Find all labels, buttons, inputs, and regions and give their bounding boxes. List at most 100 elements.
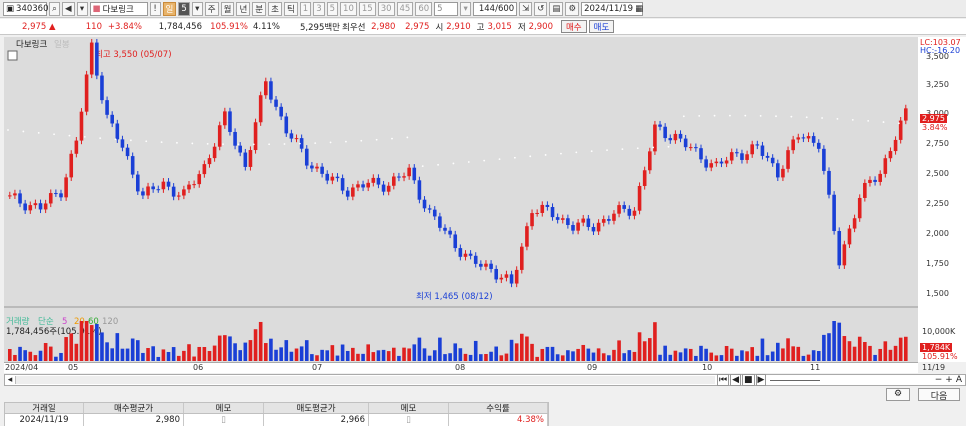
period-week-button[interactable]: 주 (204, 1, 219, 16)
scroll-track[interactable] (15, 376, 715, 384)
table-row[interactable]: 2024/11/19 2,980 ▯ 2,966 ▯ 4.38% (4, 414, 549, 426)
zoom-in-icon[interactable]: + (945, 375, 953, 385)
dropdown-icon[interactable]: ▾ (76, 1, 88, 16)
period-day-button[interactable]: 일 (162, 1, 177, 16)
moving-average-dot (7, 129, 9, 131)
moving-average-dot (882, 121, 885, 123)
minute-45-button[interactable]: 45 (396, 1, 414, 16)
minute-60-button[interactable]: 60 (415, 1, 433, 16)
moving-average-dot (744, 114, 747, 117)
period-month-button[interactable]: 월 (220, 1, 235, 16)
candle-body (392, 176, 396, 186)
volume-bar (438, 337, 442, 361)
candle-body (468, 253, 473, 256)
moving-average-dot (897, 122, 900, 125)
period-dropdown-icon[interactable]: ▾ (191, 1, 203, 16)
interval-dropdown-icon[interactable]: ▾ (460, 1, 472, 16)
minute-5-button[interactable]: 5 (326, 1, 339, 16)
candle-body (709, 163, 714, 168)
moving-average-dot (713, 114, 716, 117)
high-annotation: 최고 3,550 (05/07) (95, 49, 172, 60)
text-tool-icon[interactable]: A (955, 375, 962, 385)
candle-body (284, 116, 289, 134)
candlestick-svg[interactable]: 다보링크 일봉 최고 3,550 (05/07) 최저 1,465 (08/12… (4, 37, 918, 362)
candle-body (130, 156, 135, 175)
volume-bar (340, 344, 345, 361)
volume-bar (463, 353, 468, 361)
period-minute-button[interactable]: 분 (252, 1, 267, 16)
volume-bar (740, 350, 744, 361)
scroll-left-icon[interactable]: ◂ (7, 375, 13, 385)
alert-icon[interactable]: ! (149, 1, 161, 16)
speaker-icon[interactable]: ◀ (62, 1, 75, 16)
period-second-button[interactable]: 초 (268, 1, 282, 16)
volume-bar (243, 342, 248, 361)
candle-body (499, 277, 504, 280)
volume-bar (468, 354, 473, 361)
cell-memo-2[interactable]: ▯ (369, 414, 449, 426)
refresh-icon[interactable]: ↺ (534, 1, 548, 16)
date-input[interactable]: 2024/11/19 ▦ (581, 1, 643, 16)
period-tick-button[interactable]: 틱 (283, 1, 298, 16)
settings-icon[interactable]: ⚙ (565, 1, 580, 16)
volume-bar (842, 336, 847, 361)
cell-buy-avg: 2,980 (84, 414, 184, 426)
candle-body (668, 138, 673, 141)
moving-average-dot (729, 114, 731, 117)
candle-body (822, 148, 826, 171)
next-button[interactable]: 다음 (918, 388, 960, 402)
volume-bar (581, 344, 586, 361)
scroll-prev-icon[interactable]: ◀ (730, 374, 742, 386)
zoom-out-icon[interactable]: − (934, 375, 943, 385)
buy-button[interactable]: 매수 (560, 20, 587, 33)
minute-15-button[interactable]: 15 (358, 1, 376, 16)
price-chart[interactable]: 다보링크 일봉 최고 3,550 (05/07) 최저 1,465 (08/12… (4, 37, 918, 362)
volume-bar (427, 355, 432, 361)
scroll-next-icon[interactable]: ▶ (755, 374, 767, 386)
zoom-slider[interactable] (770, 379, 821, 381)
bar-count-input[interactable]: 144 /600 (473, 1, 518, 16)
minute-1-button[interactable]: 1 (299, 1, 312, 16)
volume-bar (822, 334, 826, 361)
moving-average-dot (391, 137, 393, 140)
volume-bar (724, 345, 729, 361)
sell-button[interactable]: 매도 (588, 20, 615, 33)
volume-bar (904, 336, 908, 361)
candle-body (69, 153, 74, 178)
candle-body (89, 42, 94, 75)
save-icon[interactable]: ▤ (549, 1, 564, 16)
minute-30-button[interactable]: 30 (377, 1, 395, 16)
volume-ma1: 5 (62, 317, 67, 327)
interval-select[interactable]: 5 (434, 1, 459, 16)
volume-bar (863, 342, 867, 361)
volume-bar (535, 356, 539, 361)
volume-bar (48, 346, 53, 361)
minimize-icon[interactable] (7, 50, 18, 61)
period-year-button[interactable]: 년 (236, 1, 251, 16)
zoom-icon[interactable]: ⇲ (519, 1, 533, 16)
y-tick-3000: 3,000 (926, 109, 949, 118)
period-value-box[interactable]: 5 (178, 1, 190, 16)
moving-average-dot (452, 162, 455, 165)
memo-icon[interactable]: ▯ (406, 415, 411, 425)
candle-body (729, 152, 734, 161)
volume-bar (258, 321, 263, 361)
stock-code-input[interactable]: ▣ 340360 (3, 1, 48, 16)
memo-icon[interactable]: ▯ (221, 415, 226, 425)
cell-memo-1[interactable]: ▯ (184, 414, 264, 426)
settings-gear-button[interactable]: ⚙ (886, 388, 910, 401)
volume-bar (755, 355, 760, 361)
stock-name-field[interactable]: ■ 다보링크 (89, 1, 148, 16)
minute-10-button[interactable]: 10 (340, 1, 357, 16)
scroll-first-icon[interactable]: ⏮ (717, 374, 730, 386)
chart-scrollbar[interactable]: ◂ ⏮ ◀ ■ ▶ − + A (4, 374, 966, 386)
minute-3-button[interactable]: 3 (313, 1, 325, 16)
volume-bar (192, 356, 196, 361)
candle-body (407, 167, 411, 177)
scroll-stop-icon[interactable]: ■ (742, 374, 755, 386)
search-icon[interactable]: ⌕ (49, 1, 60, 16)
candle-body (463, 253, 468, 257)
moving-average-dot (421, 165, 424, 168)
volume-bar (617, 340, 621, 361)
moving-average-dot (222, 143, 224, 146)
